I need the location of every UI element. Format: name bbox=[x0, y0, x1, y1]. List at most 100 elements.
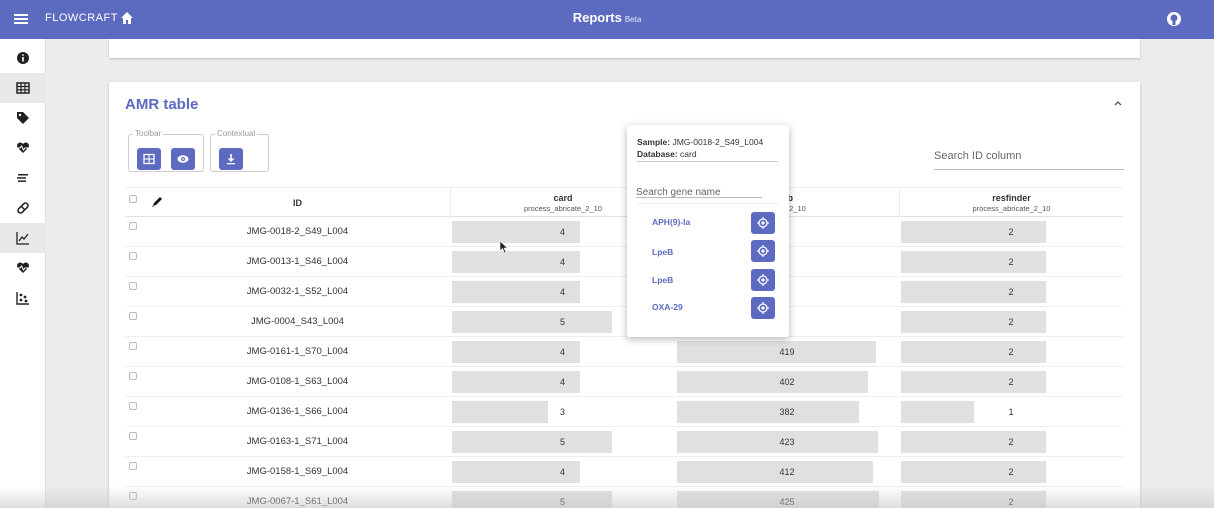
table-row[interactable]: JMG-0136-1_S66_L004 3 382 1 bbox=[125, 397, 1123, 427]
row-checkbox[interactable] bbox=[129, 402, 137, 410]
value-bar-card bbox=[452, 311, 612, 333]
sidebar-item-info[interactable] bbox=[0, 43, 46, 73]
cell-id: JMG-0032-1_S52_L004 bbox=[246, 286, 349, 297]
col-header-resfinder-name: resfinder bbox=[992, 193, 1031, 203]
table-icon bbox=[16, 82, 30, 94]
top-app-bar: FLOWCRAFT Reports Beta bbox=[0, 0, 1214, 39]
mouse-cursor-icon bbox=[499, 240, 509, 254]
cell-resfinder[interactable]: 2 bbox=[1008, 347, 1014, 357]
gene-item: LpeB bbox=[652, 275, 674, 285]
cell-resfinder[interactable]: 2 bbox=[1008, 257, 1014, 267]
cell-resfinder[interactable]: 2 bbox=[1008, 287, 1014, 297]
cell-id: JMG-0136-1_S66_L004 bbox=[246, 406, 349, 417]
pill-icon bbox=[17, 202, 29, 214]
sidebar-item-health[interactable] bbox=[0, 133, 46, 163]
chevron-up-icon[interactable] bbox=[1112, 97, 1124, 109]
download-button[interactable] bbox=[219, 148, 243, 170]
table-view-button[interactable] bbox=[137, 148, 161, 170]
gene-search-field[interactable] bbox=[636, 180, 762, 198]
select-all-checkbox[interactable] bbox=[129, 195, 137, 203]
cell-card[interactable]: 5 bbox=[559, 317, 565, 327]
cell-resfinder[interactable]: 2 bbox=[1008, 317, 1014, 327]
row-checkbox[interactable] bbox=[129, 492, 137, 500]
value-bar-card bbox=[452, 431, 612, 453]
row-checkbox[interactable] bbox=[129, 282, 137, 290]
sidebar-item-text[interactable] bbox=[0, 163, 46, 193]
search-id-column-input[interactable] bbox=[934, 150, 1124, 162]
cell-db[interactable]: 423 bbox=[779, 437, 795, 447]
info-icon bbox=[17, 52, 29, 64]
row-checkbox[interactable] bbox=[129, 372, 137, 380]
cell-card[interactable]: 4 bbox=[559, 347, 565, 357]
row-checkbox[interactable] bbox=[129, 222, 137, 230]
cell-db[interactable]: 425 bbox=[779, 497, 795, 507]
search-id-column-field[interactable] bbox=[934, 150, 1124, 170]
cell-card[interactable]: 4 bbox=[559, 227, 565, 237]
col-header-resfinder[interactable]: resfinder process_abricate_2_10 bbox=[899, 188, 1123, 218]
col-header-card[interactable]: card process_abricate_2_10 bbox=[450, 188, 675, 218]
cell-card[interactable]: 4 bbox=[559, 377, 565, 387]
crosshair-icon bbox=[757, 302, 769, 314]
toggle-visibility-button[interactable] bbox=[171, 148, 195, 170]
github-icon[interactable] bbox=[1166, 11, 1182, 27]
cell-card[interactable]: 4 bbox=[559, 257, 565, 267]
cell-db[interactable]: 382 bbox=[779, 407, 795, 417]
cell-id: JMG-0108-1_S63_L004 bbox=[246, 376, 349, 387]
value-bar-resfinder bbox=[901, 371, 1046, 393]
gene-locate-button[interactable] bbox=[751, 297, 775, 319]
popover-divider bbox=[637, 203, 779, 204]
table-row[interactable]: JMG-0108-1_S63_L004 4 402 2 bbox=[125, 367, 1123, 397]
col-header-id[interactable]: ID bbox=[293, 198, 302, 208]
sidebar-item-drugs[interactable] bbox=[0, 193, 46, 223]
table-row[interactable]: JMG-0158-1_S69_L004 4 412 2 bbox=[125, 457, 1123, 487]
cell-resfinder[interactable]: 1 bbox=[1008, 407, 1014, 417]
row-checkbox[interactable] bbox=[129, 312, 137, 320]
crosshair-icon bbox=[757, 245, 769, 257]
cell-card[interactable]: 5 bbox=[559, 497, 565, 507]
table-row[interactable]: JMG-0004_S43_L004582 bbox=[125, 307, 1123, 337]
cell-db[interactable]: 412 bbox=[779, 467, 795, 477]
heartbeat-icon bbox=[16, 262, 30, 273]
cell-card[interactable]: 5 bbox=[559, 437, 565, 447]
cell-id: JMG-0158-1_S69_L004 bbox=[246, 466, 349, 477]
cell-card[interactable]: 3 bbox=[559, 407, 565, 417]
table-row[interactable]: JMG-0032-1_S52_L004452 bbox=[125, 277, 1123, 307]
table-row[interactable]: JMG-0161-1_S70_L004 4 419 2 bbox=[125, 337, 1123, 367]
cell-resfinder[interactable]: 2 bbox=[1008, 377, 1014, 387]
sidebar-item-scatter[interactable] bbox=[0, 283, 46, 313]
value-bar-db bbox=[677, 431, 878, 453]
menu-icon[interactable] bbox=[12, 10, 30, 28]
gene-locate-button[interactable] bbox=[751, 212, 775, 234]
table-row[interactable]: JMG-0067-1_S61_L004 5 425 2 bbox=[125, 487, 1123, 508]
cell-resfinder[interactable]: 2 bbox=[1008, 467, 1014, 477]
pencil-icon[interactable] bbox=[151, 196, 163, 208]
gene-locate-button[interactable] bbox=[751, 240, 775, 262]
cell-db[interactable]: 402 bbox=[779, 377, 795, 387]
table-icon bbox=[143, 153, 155, 165]
sidebar-item-table[interactable] bbox=[0, 73, 46, 103]
sidebar-item-charts[interactable] bbox=[0, 223, 46, 253]
cell-resfinder[interactable]: 2 bbox=[1008, 437, 1014, 447]
col-header-resfinder-sub: process_abricate_2_10 bbox=[972, 204, 1051, 213]
page-title-text: Reports bbox=[572, 10, 622, 25]
sidebar-item-tags[interactable] bbox=[0, 103, 46, 133]
cell-resfinder[interactable]: 2 bbox=[1008, 497, 1014, 507]
gene-search-input[interactable] bbox=[636, 187, 762, 198]
cell-resfinder[interactable]: 2 bbox=[1008, 227, 1014, 237]
row-checkbox[interactable] bbox=[129, 462, 137, 470]
cell-db[interactable]: 419 bbox=[779, 347, 795, 357]
cell-card[interactable]: 4 bbox=[559, 467, 565, 477]
cell-id: JMG-0004_S43_L004 bbox=[251, 316, 344, 327]
row-checkbox[interactable] bbox=[129, 432, 137, 440]
table-row[interactable]: JMG-0018-2_S49_L004452 bbox=[125, 217, 1123, 247]
row-checkbox[interactable] bbox=[129, 342, 137, 350]
sidebar-item-health-2[interactable] bbox=[0, 253, 46, 283]
gene-item: OXA-29 bbox=[652, 302, 683, 312]
gene-locate-button[interactable] bbox=[751, 269, 775, 291]
table-row[interactable]: JMG-0163-1_S71_L004 5 423 2 bbox=[125, 427, 1123, 457]
value-bar-resfinder bbox=[901, 401, 974, 423]
row-checkbox[interactable] bbox=[129, 252, 137, 260]
home-icon[interactable] bbox=[119, 10, 135, 26]
cell-card[interactable]: 4 bbox=[559, 287, 565, 297]
table-row[interactable]: JMG-0013-1_S46_L004452 bbox=[125, 247, 1123, 277]
